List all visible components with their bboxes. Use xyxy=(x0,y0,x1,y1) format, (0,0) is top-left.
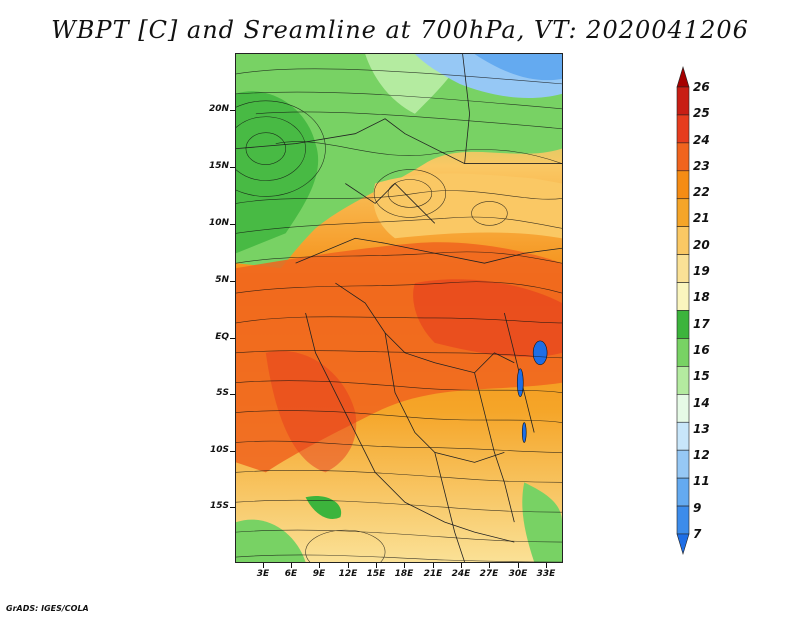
lon-label-21e: 21E xyxy=(423,569,443,579)
lakes xyxy=(516,340,548,443)
lon-label-24e: 24E xyxy=(451,569,471,579)
colorbar-swatch xyxy=(676,477,690,507)
colorbar-swatch xyxy=(676,198,690,227)
lat-tick-eq xyxy=(230,338,235,339)
colorbar-swatch xyxy=(676,114,690,144)
lon-tick-21e xyxy=(433,563,434,568)
chart-title: WBPT [C] and Sreamline at 700hPa, VT: 20… xyxy=(51,16,749,44)
country-boundaries xyxy=(236,54,562,562)
lon-tick-15e xyxy=(376,563,377,568)
lon-label-6e: 6E xyxy=(284,569,298,579)
wbpt-region-11-12 xyxy=(474,54,562,81)
lon-tick-9e xyxy=(319,563,320,568)
lat-label-15s: 15S xyxy=(209,501,229,511)
colorbar-swatches xyxy=(676,65,690,556)
map-panel xyxy=(235,53,563,563)
colorbar-swatch xyxy=(676,170,690,200)
wbpt-region-south-patch xyxy=(305,495,342,519)
colorbar-label: 26 xyxy=(693,80,710,94)
colorbar-swatch xyxy=(676,505,690,535)
lat-tick-15s xyxy=(230,507,235,508)
colorbar-swatch xyxy=(676,282,690,311)
lon-label-18e: 18E xyxy=(394,569,414,579)
colorbar-label: 13 xyxy=(693,421,710,436)
colorbar-label: 19 xyxy=(693,264,710,279)
colorbar-label: 15 xyxy=(693,369,710,384)
colorbar-label: 23 xyxy=(693,158,710,173)
wbpt-region-south-west xyxy=(236,519,306,562)
colorbar-bottom-triangle xyxy=(676,533,690,556)
wbpt-region-16-17 xyxy=(236,54,562,269)
lon-tick-6e xyxy=(291,563,292,568)
lat-label-eq: EQ xyxy=(215,332,229,342)
lon-label-3e: 3E xyxy=(256,569,270,579)
lon-tick-33e xyxy=(546,563,547,568)
lon-tick-24e xyxy=(461,563,462,568)
colorbar-top-triangle xyxy=(676,65,690,88)
colorbar-label: 12 xyxy=(693,448,710,463)
footer-credit: GrADS: IGES/COLA xyxy=(6,604,89,613)
colorbar-label: 9 xyxy=(693,500,702,515)
lat-label-10s: 10S xyxy=(209,445,229,455)
colorbar-label: 14 xyxy=(693,395,710,410)
lat-label-20n: 20N xyxy=(208,104,229,114)
colorbar-label: 18 xyxy=(693,290,710,305)
colorbar-label: 16 xyxy=(693,342,710,357)
lon-tick-18e xyxy=(404,563,405,568)
colorbar-swatch xyxy=(676,449,690,479)
wbpt-region-17-18 xyxy=(236,91,319,254)
colorbar-swatch xyxy=(676,86,690,116)
lat-tick-5s xyxy=(230,394,235,395)
lat-tick-5n xyxy=(230,281,235,282)
lat-label-15n: 15N xyxy=(208,161,229,171)
lon-tick-3e xyxy=(263,563,264,568)
colorbar-swatch xyxy=(676,254,690,283)
lon-label-30e: 30E xyxy=(508,569,528,579)
lat-label-5n: 5N xyxy=(215,275,229,285)
lon-tick-30e xyxy=(518,563,519,568)
streamlines xyxy=(236,68,562,562)
lat-tick-10s xyxy=(230,451,235,452)
colorbar-swatch xyxy=(676,394,690,423)
colorbar-label: 7 xyxy=(693,527,702,541)
lat-label-10n: 10N xyxy=(208,218,229,228)
colorbar-label: 20 xyxy=(693,237,710,252)
lon-label-12e: 12E xyxy=(338,569,358,579)
lon-tick-12e xyxy=(348,563,349,568)
colorbar-swatch xyxy=(676,338,690,367)
lat-tick-10n xyxy=(230,224,235,225)
wbpt-region-23-24 xyxy=(413,279,562,357)
map-plot xyxy=(236,54,562,562)
colorbar-swatch xyxy=(676,310,690,339)
lon-tick-27e xyxy=(489,563,490,568)
lat-tick-20n xyxy=(230,110,235,111)
colorbar xyxy=(673,63,733,558)
colorbar-label: 17 xyxy=(693,316,710,331)
colorbar-label: 22 xyxy=(693,185,710,200)
lon-label-15e: 15E xyxy=(366,569,386,579)
lon-label-27e: 27E xyxy=(479,569,499,579)
colorbar-swatch xyxy=(676,366,690,395)
colorbar-swatch xyxy=(676,421,690,451)
lat-tick-15n xyxy=(230,167,235,168)
colorbar-swatch xyxy=(676,142,690,172)
lat-label-5s: 5S xyxy=(216,388,229,398)
colorbar-label: 25 xyxy=(693,106,710,121)
colorbar-label: 21 xyxy=(693,211,710,226)
lon-label-9e: 9E xyxy=(312,569,326,579)
colorbar-label: 11 xyxy=(693,474,710,489)
colorbar-label: 24 xyxy=(693,132,710,147)
lon-label-33e: 33E xyxy=(536,569,556,579)
colorbar-swatch xyxy=(676,226,690,255)
wbpt-region-20-21 xyxy=(373,173,562,239)
wbpt-region-23-24-west xyxy=(265,350,357,473)
